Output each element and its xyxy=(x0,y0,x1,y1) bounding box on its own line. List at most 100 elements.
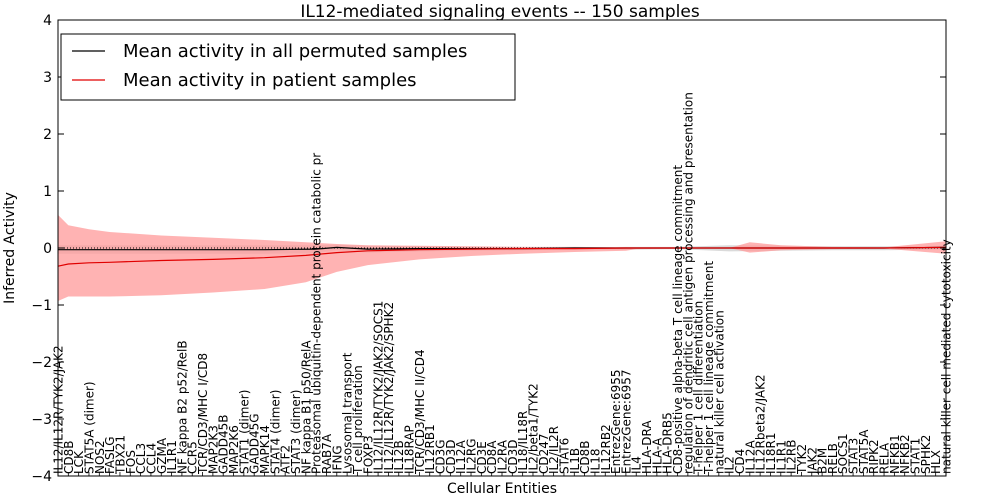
entity-label: ATF2 xyxy=(279,445,293,474)
entity-label: IL12B xyxy=(392,440,406,474)
entity-label: IL2/beta1/TYK2 xyxy=(527,383,541,474)
entity-label: T-helper 1 cell differentiation xyxy=(692,301,706,475)
entity-label: NF kappa B2 p52/RelB xyxy=(175,340,189,474)
entity-label: IL12/IL12R/TYK2/JAK2/SPHK2 xyxy=(382,302,396,474)
entity-label: FASLG xyxy=(103,436,117,474)
legend-label-permuted: Mean activity in all permuted samples xyxy=(123,41,467,62)
entity-label: CD4 xyxy=(733,449,747,474)
entity-label: STAT5A xyxy=(857,429,871,474)
entity-label: HLA-A xyxy=(650,437,664,474)
entity-label: natural killer cell activation xyxy=(712,310,726,474)
entity-label: IL18R1 xyxy=(764,433,778,474)
patient-mean-line xyxy=(57,246,947,267)
y-tick-label: −4 xyxy=(31,469,52,485)
entity-label: NFKB2 xyxy=(898,434,912,474)
entity-label: CD8-positive alpha-beta T cell lineage c… xyxy=(671,165,685,474)
entity-label: IL2RA xyxy=(496,439,510,474)
x-axis-label: Cellular Entities xyxy=(447,481,557,497)
entity-label: RIPK2 xyxy=(867,439,881,474)
entity-label: STAT3 (dimer) xyxy=(289,390,303,474)
entity-label: JAK2 xyxy=(805,447,819,475)
confidence-bands xyxy=(58,214,946,301)
y-tick-label: 0 xyxy=(43,241,52,257)
y-tick-label: 4 xyxy=(43,13,52,29)
entity-label: CD8A xyxy=(485,440,499,474)
entity-label: NF kappa B1 p50/RelA xyxy=(299,340,313,474)
entity-label: RAB7A xyxy=(320,433,334,474)
entity-label: STAT4 (dimer) xyxy=(268,390,282,474)
entity-label: IL2/IL2R xyxy=(547,426,561,474)
entity-label: IL12RB2 xyxy=(599,424,613,474)
entity-label: SOCS1 xyxy=(836,433,850,474)
entity-label: IL18/IL18R xyxy=(516,411,530,474)
entity-label: IL12A xyxy=(743,440,757,474)
entity-label: GZMA xyxy=(155,437,169,474)
entity-label: GADD45B xyxy=(217,415,231,475)
y-tick-label: −3 xyxy=(31,412,52,428)
entity-label: RELB xyxy=(826,443,840,474)
entity-label: Lysosomal transport xyxy=(341,352,355,474)
series-lines xyxy=(57,246,947,267)
entity-label: IL12RB1 xyxy=(423,424,437,474)
entity-label: IL1R1 xyxy=(165,440,179,474)
entity-label: TCR/CD3/MHC I/CD8 xyxy=(196,353,210,475)
entity-label: MAP2K6 xyxy=(227,425,241,474)
chart-title: IL12-mediated signaling events -- 150 sa… xyxy=(300,2,700,22)
entity-label: CD247 xyxy=(537,433,551,474)
entity-label: HLA-DRA xyxy=(640,420,654,474)
y-tick-label: −1 xyxy=(31,298,52,314)
entity-label: IL18 xyxy=(588,449,602,475)
y-tick-label: −2 xyxy=(31,355,52,371)
entity-label: IL12A xyxy=(454,440,468,474)
entity-label: GADD45G xyxy=(248,413,262,474)
entity-label: STAT1 xyxy=(909,438,923,474)
entity-label: IL2RB xyxy=(785,440,799,474)
entity-label: IL4 xyxy=(630,456,644,474)
entity-label: HLX xyxy=(929,450,943,474)
legend: Mean activity in all permuted samples Me… xyxy=(60,33,516,101)
entity-label: MAP2K3 xyxy=(206,425,220,474)
entity-label: TCR/CD3/MHC II/CD4 xyxy=(413,349,427,475)
entity-label: LCK xyxy=(72,450,86,474)
entity-label: CD3D xyxy=(444,440,458,475)
entity-label: IL12Rbeta2/JAK2 xyxy=(754,374,768,474)
entity-label: CD3D xyxy=(506,440,520,475)
entity-label: Proteasomal ubiquitin-dependent protein … xyxy=(310,153,324,474)
entity-label: STAT1 (dimer) xyxy=(237,390,251,474)
y-tick-label: 3 xyxy=(43,70,52,86)
entity-label: STAT3 xyxy=(847,438,861,474)
patient-band xyxy=(58,214,946,301)
entity-label: EntrezGene:6957 xyxy=(619,370,633,475)
entity-label: CCR5 xyxy=(186,441,200,474)
entity-label: TBX21 xyxy=(114,435,128,475)
entity-label: IL2 xyxy=(723,456,737,474)
entity-label: FOXP3 xyxy=(361,435,375,474)
entity-label: MAPK14 xyxy=(258,425,272,474)
entity-label: CD3G xyxy=(434,439,448,474)
y-tick-label: 2 xyxy=(43,127,52,143)
y-axis-label: Inferred Activity xyxy=(2,192,18,304)
entity-label: TYK2 xyxy=(795,444,809,475)
y-tick-label: 1 xyxy=(43,184,52,200)
entity-label: SPHK2 xyxy=(919,435,933,474)
entity-label: B2M xyxy=(816,448,830,474)
entity-label: regulation of dendritic cell antigen pro… xyxy=(681,92,695,474)
entity-label: NOS2 xyxy=(93,440,107,474)
entity-label: RELA xyxy=(878,442,892,474)
legend-label-patient: Mean activity in patient samples xyxy=(123,70,417,91)
entity-label: CD8B xyxy=(62,441,76,475)
entity-label: IL18RAP xyxy=(403,425,417,474)
entity-label: IL12/IL12R/TYK2/JAK2/SOCS1 xyxy=(372,301,386,474)
entity-label: NFKB1 xyxy=(888,434,902,474)
entity-label: EntrezGene:6955 xyxy=(609,370,623,475)
entity-label: T-helper 1 cell lineage commitment xyxy=(702,261,716,475)
entity-label: CCL3 xyxy=(134,443,148,474)
entity-label: STAT5A (dimer) xyxy=(83,381,97,474)
entity-label: IL2RG xyxy=(465,439,479,475)
entity-label: CCL4 xyxy=(144,443,158,474)
entity-label: CD8B xyxy=(578,441,592,475)
entity-label: HLA-DRB5 xyxy=(661,412,675,474)
entity-label: CD3E xyxy=(475,441,489,474)
entity-label: STAT6 xyxy=(558,438,572,474)
